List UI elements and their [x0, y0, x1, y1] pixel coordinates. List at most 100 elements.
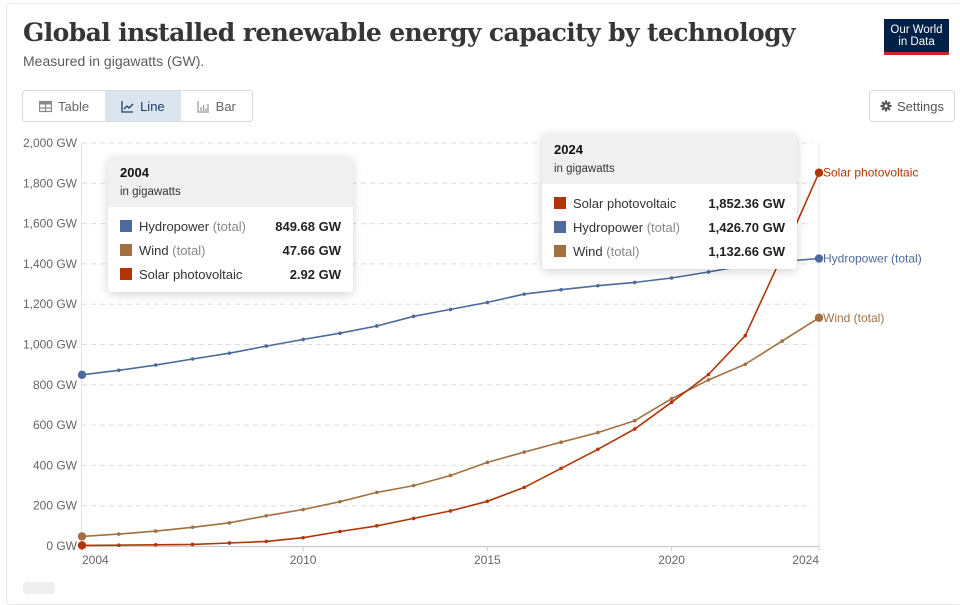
- data-point[interactable]: [338, 331, 342, 336]
- data-point[interactable]: [706, 372, 711, 377]
- data-point[interactable]: [411, 314, 416, 319]
- tooltip-2024: 2024 in gigawatts Solar photovoltaic 1,8…: [542, 134, 797, 269]
- data-point[interactable]: [814, 168, 824, 177]
- series-name: Wind (total): [139, 243, 270, 258]
- data-point[interactable]: [227, 351, 232, 355]
- data-point[interactable]: [338, 529, 342, 534]
- data-point[interactable]: [411, 516, 416, 521]
- series-value: 2.92 GW: [289, 266, 341, 282]
- series-name: Solar photovoltaic: [573, 196, 696, 211]
- tab-line[interactable]: Line: [105, 91, 181, 121]
- tab-line-label: Line: [140, 98, 165, 114]
- data-point[interactable]: [190, 542, 195, 547]
- tab-bar[interactable]: Bar: [181, 91, 252, 121]
- data-point[interactable]: [338, 499, 342, 504]
- data-point[interactable]: [559, 466, 563, 471]
- data-point[interactable]: [227, 541, 232, 545]
- data-point[interactable]: [375, 524, 379, 528]
- data-point[interactable]: [190, 525, 195, 530]
- data-point[interactable]: [669, 276, 674, 280]
- axes: 0 GW 200 GW 400 GW 600 GW 800 GW 1,000 GW 1,20…: [23, 136, 820, 567]
- data-point[interactable]: [522, 485, 526, 490]
- logo-line-1: Our World: [890, 23, 943, 36]
- series-name: Hydropower (total): [573, 220, 696, 235]
- settings-button[interactable]: Settings: [869, 90, 955, 122]
- data-point[interactable]: [153, 529, 158, 533]
- series-end-label: Hydropower (total): [823, 252, 922, 266]
- x-tick-label: 2024: [792, 553, 819, 567]
- data-point[interactable]: [596, 447, 600, 452]
- data-point[interactable]: [301, 507, 305, 512]
- data-point[interactable]: [485, 460, 490, 465]
- tooltip-header: 2024 in gigawatts: [542, 134, 797, 184]
- logo-line-2: in Data: [898, 35, 935, 48]
- data-point[interactable]: [780, 339, 784, 343]
- data-point[interactable]: [814, 313, 824, 322]
- data-point[interactable]: [301, 535, 305, 540]
- series-end-label: Solar photovoltaic: [823, 166, 918, 180]
- data-point[interactable]: [669, 400, 674, 405]
- data-point[interactable]: [632, 280, 637, 285]
- series-name-note: (total): [212, 218, 246, 234]
- data-point[interactable]: [669, 396, 674, 401]
- data-point[interactable]: [743, 362, 748, 367]
- owid-logo[interactable]: Our World in Data: [884, 19, 949, 55]
- series-name-text: Wind: [573, 243, 603, 259]
- series-value: 1,852.36 GW: [708, 195, 785, 211]
- data-point[interactable]: [485, 499, 490, 504]
- data-point[interactable]: [632, 427, 637, 431]
- series-value: 1,426.70 GW: [708, 219, 785, 235]
- data-point[interactable]: [153, 363, 158, 367]
- tooltip-row: Hydropower (total) 849.68 GW: [120, 214, 341, 238]
- data-point[interactable]: [77, 541, 87, 550]
- data-point[interactable]: [559, 440, 563, 445]
- data-point[interactable]: [559, 287, 563, 292]
- y-tick-label: 1,200 GW: [23, 297, 78, 311]
- data-point[interactable]: [706, 270, 711, 274]
- data-point[interactable]: [448, 473, 453, 478]
- data-point[interactable]: [448, 509, 453, 513]
- data-point[interactable]: [190, 357, 195, 361]
- data-point[interactable]: [522, 450, 526, 454]
- data-point[interactable]: [77, 370, 87, 379]
- data-point[interactable]: [375, 324, 379, 328]
- tab-bar-label: Bar: [215, 98, 236, 114]
- line-chart-icon: [121, 100, 134, 113]
- data-point[interactable]: [301, 337, 305, 342]
- data-point[interactable]: [264, 539, 269, 544]
- y-tick-label: 1,600 GW: [23, 217, 78, 231]
- data-point[interactable]: [375, 490, 379, 495]
- data-point[interactable]: [117, 532, 121, 536]
- data-point[interactable]: [485, 300, 490, 305]
- data-point[interactable]: [743, 333, 748, 338]
- data-point[interactable]: [522, 292, 526, 296]
- y-tick-label: 0 GW: [46, 539, 77, 553]
- line-chart: 0 GW 200 GW 400 GW 600 GW 800 GW 1,000 GW 1,20…: [23, 136, 922, 567]
- tooltip-body: Hydropower (total) 849.68 GW Wind (total) 4…: [108, 207, 353, 292]
- y-tick-label: 400 GW: [33, 458, 78, 472]
- series-lines[interactable]: [77, 168, 824, 550]
- data-point[interactable]: [77, 532, 87, 541]
- footer-tab-stub[interactable]: [23, 582, 55, 594]
- data-point[interactable]: [706, 378, 711, 382]
- data-point[interactable]: [632, 418, 637, 423]
- data-point[interactable]: [411, 483, 416, 488]
- x-tick-label: 2015: [474, 553, 501, 567]
- data-point[interactable]: [117, 543, 121, 547]
- data-point[interactable]: [227, 521, 232, 525]
- data-point[interactable]: [596, 430, 600, 435]
- series-name-text: Solar photovoltaic: [139, 266, 243, 282]
- data-point[interactable]: [117, 368, 121, 373]
- data-point[interactable]: [153, 542, 158, 547]
- series-end-labels: Hydropower (total) Wind (total) Solar phot…: [823, 166, 922, 325]
- gear-icon: [880, 100, 892, 112]
- data-point[interactable]: [448, 307, 453, 312]
- tooltip-year: 2004: [120, 165, 149, 180]
- settings-label: Settings: [897, 98, 944, 114]
- data-point[interactable]: [596, 283, 600, 288]
- tab-table[interactable]: Table: [23, 91, 105, 121]
- data-point[interactable]: [264, 513, 269, 518]
- data-point[interactable]: [264, 344, 269, 348]
- series-line[interactable]: [81, 317, 820, 538]
- data-point[interactable]: [814, 254, 824, 263]
